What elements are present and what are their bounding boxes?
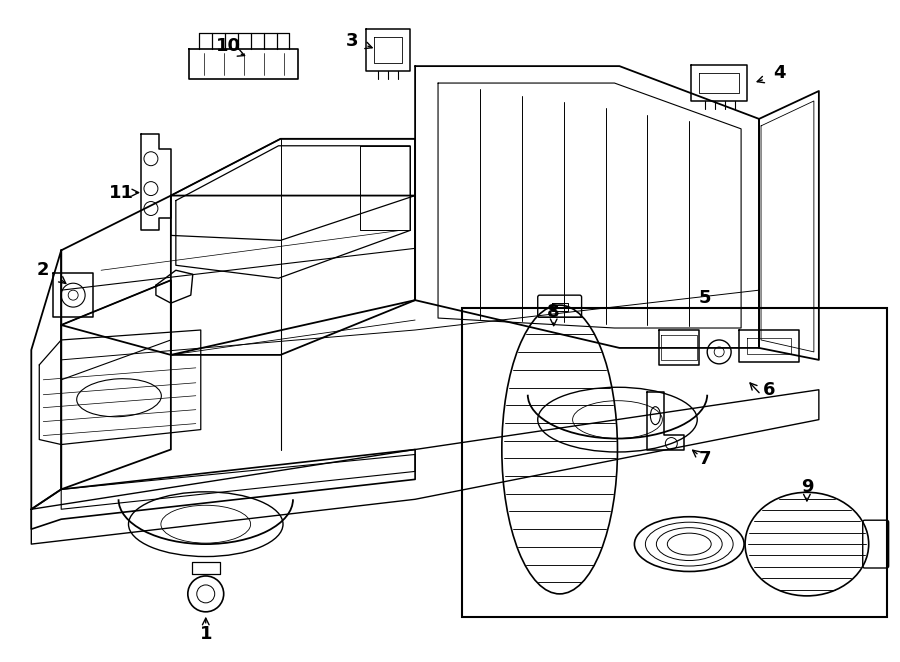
Text: 2: 2 bbox=[37, 261, 50, 279]
Text: 4: 4 bbox=[773, 64, 785, 82]
Text: 8: 8 bbox=[547, 303, 560, 321]
Text: 3: 3 bbox=[346, 32, 358, 50]
Text: 6: 6 bbox=[763, 381, 775, 399]
Text: 1: 1 bbox=[200, 625, 212, 643]
Text: 5: 5 bbox=[699, 289, 712, 307]
Text: 11: 11 bbox=[109, 183, 133, 202]
Text: 10: 10 bbox=[216, 37, 241, 55]
Bar bbox=[462, 308, 886, 617]
Text: 7: 7 bbox=[699, 450, 712, 469]
Text: 9: 9 bbox=[801, 479, 813, 496]
